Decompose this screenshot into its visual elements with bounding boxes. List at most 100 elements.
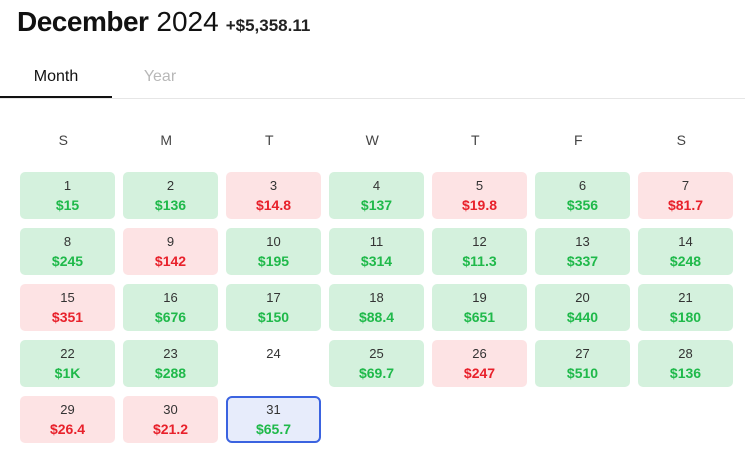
day-amount: $337 bbox=[566, 253, 599, 269]
day-cell[interactable]: 8 $245 bbox=[20, 228, 115, 275]
day-amount: $510 bbox=[566, 365, 599, 381]
day-cell[interactable]: 27 $510 bbox=[535, 340, 630, 387]
day-amount: $150 bbox=[257, 309, 290, 325]
day-cell[interactable]: 19 $651 bbox=[432, 284, 527, 331]
day-number: 25 bbox=[369, 346, 384, 361]
weekday-label: T bbox=[470, 132, 481, 148]
day-cell[interactable]: 25 $69.7 bbox=[329, 340, 424, 387]
day-number: 26 bbox=[472, 346, 487, 361]
weekday-label: M bbox=[160, 132, 173, 148]
day-amount: $69.7 bbox=[358, 365, 395, 381]
day-cell[interactable]: 23 $288 bbox=[123, 340, 218, 387]
day-number: 8 bbox=[63, 234, 72, 249]
day-number: 13 bbox=[575, 234, 590, 249]
day-number: 27 bbox=[575, 346, 590, 361]
day-amount: $351 bbox=[51, 309, 84, 325]
day-number: 18 bbox=[369, 290, 384, 305]
day-cell[interactable]: 18 $88.4 bbox=[329, 284, 424, 331]
day-cell[interactable]: 26 $247 bbox=[432, 340, 527, 387]
tab-year[interactable]: Year bbox=[143, 68, 177, 85]
day-cell[interactable]: 14 $248 bbox=[638, 228, 733, 275]
day-cell[interactable]: 6 $356 bbox=[535, 172, 630, 219]
day-cell[interactable]: 11 $314 bbox=[329, 228, 424, 275]
day-amount: $676 bbox=[154, 309, 187, 325]
day-number: 31 bbox=[266, 402, 281, 417]
day-amount: $356 bbox=[566, 197, 599, 213]
day-amount: $651 bbox=[463, 309, 496, 325]
day-cell[interactable]: 3 $14.8 bbox=[226, 172, 321, 219]
weekday-label: S bbox=[676, 132, 687, 148]
day-number: 20 bbox=[575, 290, 590, 305]
weekday-label: T bbox=[264, 132, 275, 148]
day-cell[interactable]: 1 $15 bbox=[20, 172, 115, 219]
tab-month[interactable]: Month bbox=[0, 62, 112, 98]
day-amount: $180 bbox=[669, 309, 702, 325]
day-cell[interactable]: 10 $195 bbox=[226, 228, 321, 275]
day-amount: $248 bbox=[669, 253, 702, 269]
day-number: 30 bbox=[163, 402, 178, 417]
day-amount: $26.4 bbox=[49, 421, 86, 437]
weekday-label: F bbox=[573, 132, 584, 148]
day-cell[interactable]: 20 $440 bbox=[535, 284, 630, 331]
day-number: 9 bbox=[166, 234, 175, 249]
day-cell[interactable]: 12 $11.3 bbox=[432, 228, 527, 275]
day-number: 5 bbox=[475, 178, 484, 193]
day-amount: $195 bbox=[257, 253, 290, 269]
day-amount: $142 bbox=[154, 253, 187, 269]
day-cell[interactable]: 30 $21.2 bbox=[123, 396, 218, 443]
day-cell[interactable]: 24 bbox=[226, 340, 321, 387]
day-cell[interactable]: 7 $81.7 bbox=[638, 172, 733, 219]
day-number: 6 bbox=[578, 178, 587, 193]
day-number: 22 bbox=[60, 346, 75, 361]
weekday-label: W bbox=[365, 132, 380, 148]
day-amount: $245 bbox=[51, 253, 84, 269]
year-label: 2024 bbox=[156, 6, 219, 37]
weekday-label: S bbox=[58, 132, 69, 148]
day-cell[interactable]: 5 $19.8 bbox=[432, 172, 527, 219]
day-cell[interactable]: 15 $351 bbox=[20, 284, 115, 331]
day-cell[interactable]: 28 $136 bbox=[638, 340, 733, 387]
day-number: 10 bbox=[266, 234, 281, 249]
day-amount: $88.4 bbox=[358, 309, 395, 325]
day-number: 23 bbox=[163, 346, 178, 361]
day-amount: $14.8 bbox=[255, 197, 292, 213]
day-cell[interactable]: 21 $180 bbox=[638, 284, 733, 331]
day-cell[interactable]: 13 $337 bbox=[535, 228, 630, 275]
day-number: 28 bbox=[678, 346, 693, 361]
day-cell[interactable]: 22 $1K bbox=[20, 340, 115, 387]
day-number: 16 bbox=[163, 290, 178, 305]
day-amount: $21.2 bbox=[152, 421, 189, 437]
day-number: 4 bbox=[372, 178, 381, 193]
day-number: 14 bbox=[678, 234, 693, 249]
day-amount: $19.8 bbox=[461, 197, 498, 213]
day-number: 3 bbox=[269, 178, 278, 193]
day-cell[interactable]: 2 $136 bbox=[123, 172, 218, 219]
day-amount: $65.7 bbox=[255, 421, 292, 437]
day-amount: $288 bbox=[154, 365, 187, 381]
day-number: 15 bbox=[60, 290, 75, 305]
view-tabs: Month Year bbox=[0, 62, 745, 99]
day-cell[interactable]: 31 $65.7 bbox=[226, 396, 321, 443]
day-amount: $15 bbox=[55, 197, 80, 213]
day-amount: $11.3 bbox=[462, 253, 497, 269]
weekday-header: S M T W T F S bbox=[16, 132, 741, 152]
day-cell[interactable]: 16 $676 bbox=[123, 284, 218, 331]
day-amount: $440 bbox=[566, 309, 599, 325]
day-number: 19 bbox=[472, 290, 487, 305]
day-amount: $136 bbox=[154, 197, 187, 213]
day-cell[interactable]: 17 $150 bbox=[226, 284, 321, 331]
day-cell[interactable]: 4 $137 bbox=[329, 172, 424, 219]
monthly-total: +$5,358.11 bbox=[225, 16, 311, 35]
day-number: 7 bbox=[681, 178, 690, 193]
day-cell[interactable]: 9 $142 bbox=[123, 228, 218, 275]
day-number: 24 bbox=[266, 346, 281, 361]
day-number: 29 bbox=[60, 402, 75, 417]
day-number: 1 bbox=[63, 178, 72, 193]
day-amount: $136 bbox=[669, 365, 702, 381]
month-name: December bbox=[17, 6, 149, 37]
day-cell[interactable]: 29 $26.4 bbox=[20, 396, 115, 443]
day-amount: $81.7 bbox=[667, 197, 704, 213]
day-number: 12 bbox=[472, 234, 487, 249]
day-amount: $314 bbox=[360, 253, 393, 269]
